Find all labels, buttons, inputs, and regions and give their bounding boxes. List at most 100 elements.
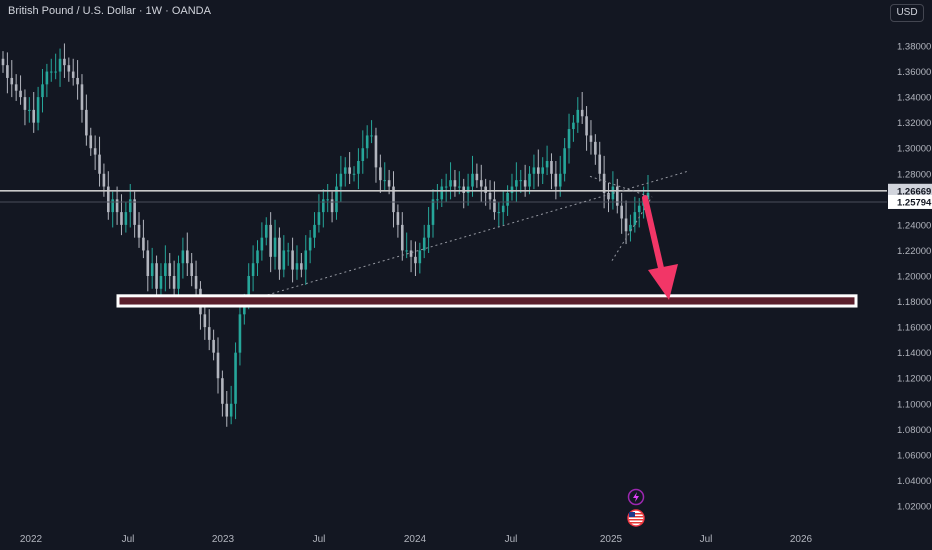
candle-body: [550, 161, 553, 174]
candle-body: [124, 212, 128, 225]
candle-body: [409, 250, 413, 257]
candle-body: [339, 173, 343, 187]
candle-body: [32, 109, 36, 123]
candle-body: [304, 250, 308, 270]
candle-body: [282, 250, 286, 270]
candle-body: [137, 224, 141, 238]
events-layer[interactable]: [627, 488, 645, 527]
y-tick-label: 1.24000: [897, 220, 931, 231]
candle-body: [563, 148, 566, 174]
candle-body: [541, 167, 544, 174]
y-tick-label: 1.20000: [897, 272, 931, 283]
candle-body: [203, 314, 207, 328]
y-tick-label: 1.12000: [897, 374, 931, 385]
y-tick-label: 1.36000: [897, 67, 931, 78]
price-axis: 1.38000 1.36000 1.34000 1.32000 1.30000 1.280…: [897, 42, 931, 513]
candle-body: [313, 224, 316, 238]
candle-body: [225, 403, 229, 417]
candle-body: [572, 122, 575, 130]
candle-body: [278, 237, 281, 270]
y-tick-label: 1.14000: [897, 348, 931, 359]
y-tick-label: 1.30000: [897, 144, 931, 155]
x-tick-label: 2024: [404, 534, 427, 545]
time-axis: 2022 Jul 2023 Jul 2024 Jul 2025 Jul 2026: [20, 534, 813, 545]
candle-body: [365, 135, 369, 149]
candle-body: [207, 327, 211, 340]
candle-body: [317, 212, 321, 225]
us-flag-icon[interactable]: [627, 509, 645, 527]
candle-body: [326, 199, 329, 201]
candle-body: [506, 192, 509, 206]
lightning-icon-bolt: [633, 492, 639, 502]
price-tag-label: 1.25794: [897, 197, 932, 208]
x-tick-label: 2022: [20, 534, 43, 545]
candle-body: [212, 339, 215, 353]
candle-body: [168, 263, 172, 276]
candle-body: [396, 212, 400, 225]
candle-body: [247, 276, 251, 302]
candle-body: [422, 237, 426, 251]
candle-body: [488, 192, 492, 200]
price-tag-label: 1.26669: [897, 186, 931, 197]
candle-body: [440, 186, 444, 200]
candle-body: [629, 224, 632, 232]
candle-body: [510, 186, 514, 193]
candle-body: [585, 116, 588, 136]
candle-body: [462, 186, 466, 193]
candle-body: [190, 263, 193, 276]
candle-body: [76, 77, 79, 85]
candle-body: [150, 263, 154, 276]
candle-body: [580, 109, 584, 117]
candle-body: [567, 129, 571, 149]
candle-body: [589, 135, 593, 142]
candle-body: [558, 173, 562, 187]
candle-body: [133, 199, 136, 225]
candle-body: [273, 237, 277, 257]
currency-button[interactable]: USD: [890, 4, 924, 22]
candle-body: [67, 65, 71, 72]
candle-body: [85, 109, 88, 136]
candle-body: [374, 135, 378, 168]
candle-body: [576, 109, 580, 123]
candle-body: [71, 71, 75, 78]
y-tick-label: 1.22000: [897, 246, 931, 257]
y-tick-label: 1.06000: [897, 450, 931, 461]
candle-body: [335, 186, 338, 213]
candle-body: [471, 173, 474, 187]
candle-body: [357, 161, 360, 174]
candle-body: [383, 180, 387, 182]
candle-body: [300, 263, 303, 270]
candle-body: [229, 403, 233, 417]
price-tag-box: [888, 183, 932, 198]
candle-body: [23, 97, 27, 110]
y-tick-label: 1.18000: [897, 297, 931, 308]
candle-body: [243, 301, 246, 315]
candle-body: [501, 205, 505, 213]
y-tick-label: 1.08000: [897, 425, 931, 436]
candle-body: [479, 180, 483, 187]
candle-body: [361, 148, 365, 161]
candle-body: [216, 352, 220, 379]
candle-body: [19, 90, 22, 98]
y-tick-label: 1.38000: [897, 42, 931, 53]
candle-body: [107, 186, 110, 213]
candle-body: [444, 186, 448, 188]
x-tick-label: 2023: [212, 534, 235, 545]
candle-body: [594, 141, 597, 155]
candle-body: [343, 167, 347, 174]
candle-body: [172, 276, 176, 289]
x-tick-label: 2026: [790, 534, 813, 545]
candle-body: [528, 173, 531, 187]
candle-body: [607, 192, 610, 200]
candle-body: [6, 65, 9, 78]
y-tick-label: 1.16000: [897, 323, 931, 334]
candle-body: [515, 180, 518, 187]
candle-body: [400, 224, 404, 251]
lightning-icon[interactable]: [627, 488, 645, 506]
x-tick-label: Jul: [122, 534, 135, 545]
symbol-title: British Pound / U.S. Dollar · 1W · OANDA: [8, 5, 211, 17]
candle-body: [41, 84, 44, 98]
candle-body: [598, 154, 602, 174]
candle-body: [1, 58, 5, 66]
